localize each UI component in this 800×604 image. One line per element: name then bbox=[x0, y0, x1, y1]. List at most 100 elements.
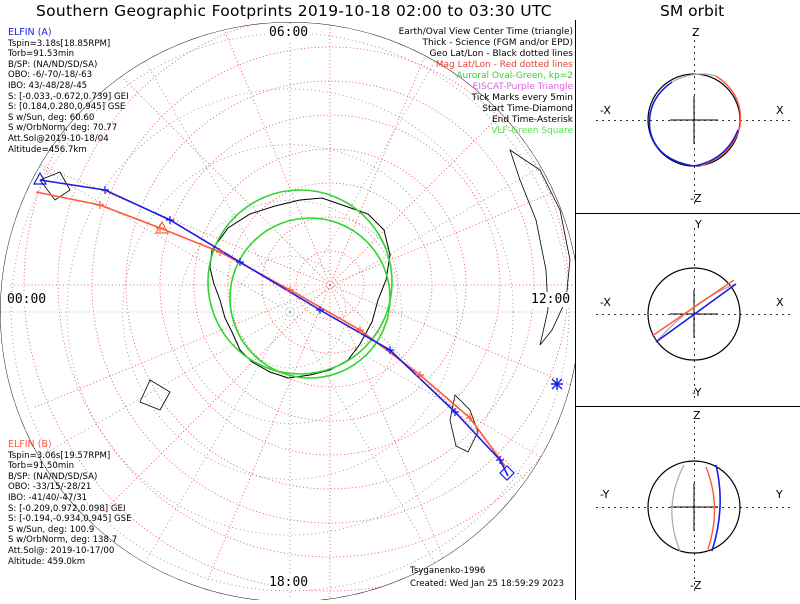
axis-dotted-v bbox=[694, 40, 695, 42]
axis-dotted-h bbox=[620, 314, 622, 315]
axis-dotted-h bbox=[614, 314, 616, 315]
axis-dotted-v bbox=[694, 427, 695, 429]
orbit-gray bbox=[671, 464, 685, 552]
elfin-a-tick bbox=[166, 216, 174, 224]
axis-dotted-v bbox=[694, 166, 695, 168]
legend-item: VLF-Green Square bbox=[491, 126, 573, 136]
axis-dotted-v bbox=[694, 282, 695, 284]
axis-dotted-h bbox=[620, 120, 622, 121]
orbit-panel-xz-plot bbox=[596, 34, 790, 204]
geo-lat-ring bbox=[122, 144, 458, 480]
axis-dotted-v bbox=[694, 184, 695, 186]
axis-dotted-h bbox=[668, 120, 670, 121]
axis-dotted-v bbox=[694, 264, 695, 266]
axis-dotted-h bbox=[596, 120, 598, 121]
elfin-a-info-line: OBO: -6/-70/-18/-63 bbox=[8, 70, 93, 81]
geo-meridian bbox=[289, 166, 542, 313]
axis-dotted-v bbox=[694, 481, 695, 483]
panel-xz-bottom-label: -Z bbox=[690, 192, 702, 205]
axis-dotted-h bbox=[632, 120, 634, 121]
mag-lat-ring bbox=[261, 216, 399, 354]
elfin-a-info-line: S: [-0.033,-0.672,0.739] GEI bbox=[8, 91, 129, 102]
axis-dotted-v bbox=[694, 154, 695, 156]
axis-dotted-v bbox=[694, 571, 695, 573]
axis-dotted-h bbox=[758, 314, 760, 315]
elfin-a-info-line: Tspin=3.18s[18.85RPM] bbox=[8, 38, 111, 49]
axis-dotted-h bbox=[662, 314, 664, 315]
axis-dotted-h bbox=[770, 507, 772, 508]
axis-dotted-v bbox=[694, 469, 695, 471]
panel-xy-top-label: Y bbox=[695, 218, 702, 231]
elfin-a-name: ELFIN (A) bbox=[8, 27, 52, 38]
mag-meridian bbox=[329, 284, 576, 408]
axis-dotted-v bbox=[694, 70, 695, 72]
auroral-oval-inner bbox=[229, 217, 391, 379]
antarctica-outline bbox=[209, 197, 391, 379]
axis-dotted-h bbox=[608, 507, 610, 508]
elfin-a-info-line: S w/OrbNorm, deg: 70.77 bbox=[8, 123, 118, 134]
orbit-gray bbox=[671, 73, 717, 83]
axis-dotted-v bbox=[694, 559, 695, 561]
map-grid bbox=[0, 22, 576, 600]
elfin-a-tick bbox=[386, 346, 394, 354]
created-label: Created: Wed Jan 25 18:59:29 2023 bbox=[410, 579, 564, 589]
geo-meridian bbox=[144, 60, 291, 313]
axis-dotted-v bbox=[694, 88, 695, 90]
elfin-a-info-line: S w/Sun, deg: 60.60 bbox=[8, 112, 95, 123]
orbit-panel-xz: Z -Z -X X bbox=[576, 20, 800, 212]
axis-dotted-h bbox=[770, 120, 772, 121]
axis-dotted-h bbox=[734, 120, 736, 121]
mag-meridian bbox=[329, 284, 557, 512]
axis-dotted-v bbox=[694, 396, 695, 398]
axis-dotted-h bbox=[644, 120, 646, 121]
legend-item: Tick Marks every 5min bbox=[471, 93, 573, 103]
mag-lat-ring bbox=[23, 22, 576, 592]
axis-dotted-v bbox=[694, 246, 695, 248]
axis-dotted-h bbox=[620, 507, 622, 508]
axis-dotted-h bbox=[668, 314, 670, 315]
geo-meridian bbox=[289, 311, 436, 564]
axis-dotted-h bbox=[626, 314, 628, 315]
elfin-b-tick bbox=[96, 201, 104, 209]
end-asterisk bbox=[551, 378, 563, 390]
australia-outline bbox=[509, 149, 571, 346]
axis-dotted-h bbox=[644, 314, 646, 315]
panel-xy-left-label: -X bbox=[600, 296, 611, 309]
axis-dotted-v bbox=[694, 148, 695, 150]
elfin-a-info: ELFIN (A) Tspin=3.18s[18.85RPM] Torb=91.5… bbox=[8, 27, 129, 154]
elfin-a-tick bbox=[236, 258, 244, 266]
geo-meridian bbox=[144, 311, 291, 564]
axis-dotted-v bbox=[694, 82, 695, 84]
elfin-a-tick bbox=[451, 408, 459, 416]
mag-meridian bbox=[329, 162, 576, 286]
panel-xz-top-label: Z bbox=[692, 26, 700, 39]
axis-dotted-v bbox=[694, 475, 695, 477]
earth-circle bbox=[647, 267, 741, 361]
axis-dotted-h bbox=[656, 314, 658, 315]
axis-dotted-h bbox=[728, 314, 730, 315]
page-title: Southern Geographic Footprints 2019-10-1… bbox=[36, 2, 552, 20]
axis-dotted-v bbox=[694, 252, 695, 254]
geo-meridian bbox=[38, 166, 291, 313]
elfin-b-info-line: S: [-0.209,0.972,0.098] GEI bbox=[8, 503, 126, 514]
axis-dotted-v bbox=[694, 433, 695, 435]
legend-item: Start Time-Diamond bbox=[482, 104, 573, 114]
axis-dotted-h bbox=[650, 120, 652, 121]
axis-dotted-v bbox=[694, 354, 695, 356]
axis-dotted-h bbox=[608, 314, 610, 315]
axis-dotted-v bbox=[694, 565, 695, 567]
landmass-outline bbox=[139, 379, 171, 411]
elfin-b-info-line: Torb=91.50min bbox=[8, 461, 75, 472]
legend-item: EISCAT-Purple Triangle bbox=[472, 82, 573, 92]
axis-dotted-v bbox=[694, 258, 695, 260]
axis-dotted-h bbox=[632, 314, 634, 315]
axis-dotted-v bbox=[694, 240, 695, 242]
axis-dotted-v bbox=[694, 372, 695, 374]
mag-meridian bbox=[329, 284, 453, 581]
axis-dotted-h bbox=[788, 120, 790, 121]
axis-dotted-h bbox=[776, 314, 778, 315]
axis-dotted-h bbox=[764, 120, 766, 121]
legend-item: Geo Lat/Lon - Black dotted lines bbox=[429, 49, 573, 59]
elfin-a-view-triangle bbox=[32, 171, 48, 185]
axis-dotted-v bbox=[694, 64, 695, 66]
